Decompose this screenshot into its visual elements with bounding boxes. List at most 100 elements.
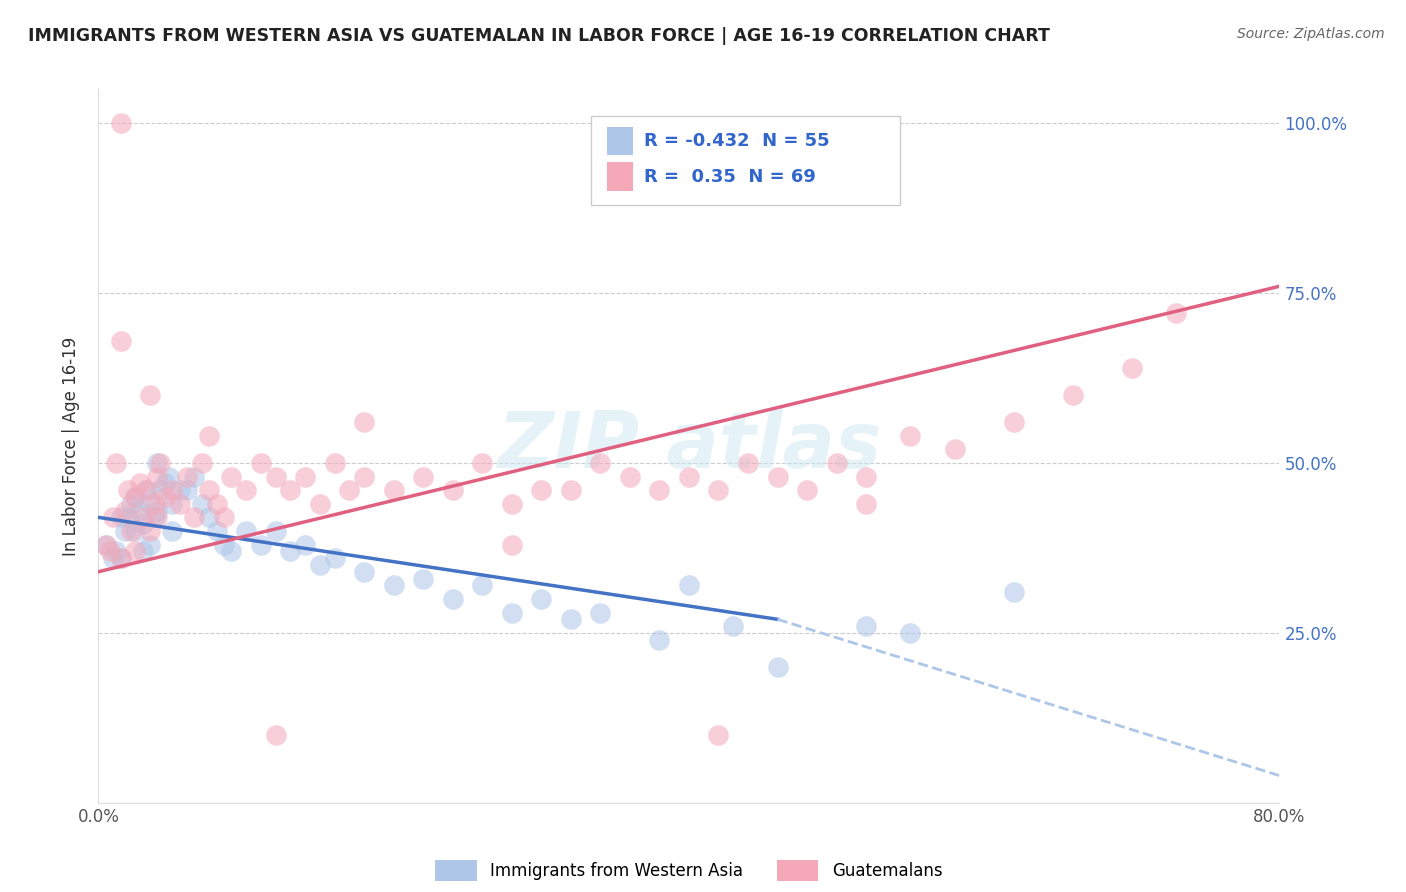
Point [120, 524, 142, 538]
Point [501, 497, 523, 511]
Point [191, 497, 214, 511]
Point [264, 469, 287, 483]
Point [205, 497, 228, 511]
Point [294, 537, 316, 551]
Text: Source: ZipAtlas.com: Source: ZipAtlas.com [1237, 27, 1385, 41]
Point [132, 510, 155, 524]
Point [139, 524, 162, 538]
Point [143, 497, 166, 511]
Point [309, 558, 332, 572]
Point [98, 544, 121, 558]
Point [128, 476, 150, 491]
Point [110, 510, 132, 524]
Point [648, 483, 671, 498]
Point [103, 510, 125, 524]
Point [139, 388, 162, 402]
Point [162, 483, 183, 498]
Point [471, 456, 494, 470]
Point [353, 415, 375, 429]
Point [1121, 360, 1143, 375]
Point [169, 497, 191, 511]
Point [176, 469, 198, 483]
Point [135, 483, 157, 498]
Point [339, 483, 360, 498]
Point [176, 483, 198, 498]
Point [110, 551, 132, 566]
Point [250, 456, 273, 470]
Point [278, 544, 302, 558]
Point [117, 483, 139, 498]
Point [353, 565, 375, 579]
Point [149, 483, 172, 498]
Text: IMMIGRANTS FROM WESTERN ASIA VS GUATEMALAN IN LABOR FORCE | AGE 16-19 CORRELATIO: IMMIGRANTS FROM WESTERN ASIA VS GUATEMAL… [28, 27, 1050, 45]
Point [114, 524, 136, 538]
Point [530, 591, 553, 606]
Point [855, 469, 877, 483]
Point [212, 510, 235, 524]
Point [766, 660, 789, 674]
Point [94, 537, 117, 551]
Point [560, 483, 582, 498]
Point [678, 578, 700, 592]
Point [309, 497, 332, 511]
Point [132, 544, 155, 558]
Point [114, 503, 136, 517]
Point [149, 456, 172, 470]
Point [1062, 388, 1084, 402]
Point [157, 469, 180, 483]
Point [723, 619, 745, 633]
Point [707, 728, 730, 742]
Point [943, 442, 966, 457]
Point [105, 544, 128, 558]
Legend: Immigrants from Western Asia, Guatemalans: Immigrants from Western Asia, Guatemalan… [429, 854, 949, 888]
Text: R = -0.432  N = 55: R = -0.432 N = 55 [644, 132, 830, 150]
Point [103, 551, 125, 566]
Point [146, 510, 169, 524]
Point [412, 469, 434, 483]
Point [900, 626, 922, 640]
Point [619, 469, 641, 483]
Point [198, 510, 221, 524]
Point [1164, 306, 1187, 320]
Point [139, 497, 162, 511]
Point [560, 612, 582, 626]
Point [135, 483, 157, 498]
Point [441, 591, 464, 606]
Point [169, 483, 191, 498]
Point [589, 456, 612, 470]
Point [198, 429, 221, 443]
Point [1002, 415, 1025, 429]
Point [110, 551, 132, 566]
Point [589, 606, 612, 620]
Point [412, 572, 434, 586]
Point [323, 551, 346, 566]
Point [737, 456, 759, 470]
Point [183, 469, 205, 483]
Point [162, 497, 183, 511]
Point [162, 524, 183, 538]
Point [191, 456, 214, 470]
Point [250, 537, 273, 551]
Point [139, 537, 162, 551]
Point [120, 497, 142, 511]
Point [212, 537, 235, 551]
Point [132, 517, 155, 532]
Point [153, 490, 176, 504]
Point [146, 469, 169, 483]
Point [678, 469, 700, 483]
Point [117, 510, 139, 524]
Point [382, 578, 405, 592]
Point [128, 503, 150, 517]
Point [183, 510, 205, 524]
Point [501, 606, 523, 620]
Point [382, 483, 405, 498]
Point [198, 483, 221, 498]
Point [143, 510, 166, 524]
Point [825, 456, 848, 470]
Point [471, 578, 494, 592]
Point [707, 483, 730, 498]
Point [94, 537, 117, 551]
Text: R =  0.35  N = 69: R = 0.35 N = 69 [644, 168, 815, 186]
Point [235, 524, 257, 538]
Point [105, 456, 128, 470]
